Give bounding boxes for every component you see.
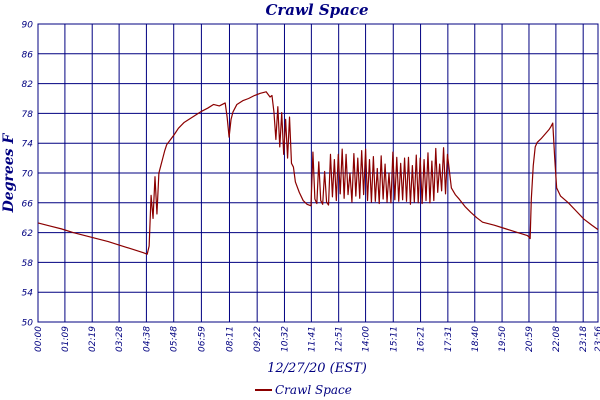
- x-tick-label: 12:51: [335, 326, 345, 352]
- x-tick-label: 02:19: [88, 326, 98, 352]
- legend: Crawl Space: [255, 383, 352, 397]
- x-tick-label: 23:18: [579, 326, 589, 352]
- x-tick-label: 19:50: [498, 326, 508, 352]
- series-layer: [37, 91, 599, 255]
- chart-title: Crawl Space: [265, 1, 368, 19]
- y-tick-label: 78: [22, 110, 34, 120]
- x-tick-label: 15:11: [389, 326, 399, 352]
- y-tick-label: 62: [22, 229, 34, 239]
- y-tick-label: 74: [22, 140, 34, 150]
- y-tick-label: 86: [22, 50, 34, 60]
- x-tick-label: 08:11: [225, 326, 235, 352]
- y-tick-label: 90: [22, 21, 34, 31]
- x-tick-label: 06:59: [197, 326, 207, 352]
- y-tick-label: 54: [22, 289, 34, 299]
- gridlines: [38, 24, 598, 322]
- x-tick-label: 01:09: [61, 326, 71, 352]
- x-tick-label: 23:56: [594, 326, 600, 352]
- x-axis-label: 12/27/20 (EST): [267, 361, 367, 376]
- legend-label: Crawl Space: [275, 383, 352, 397]
- y-axis-label: Degrees F: [1, 133, 17, 214]
- x-tick-label: 00:00: [34, 326, 44, 352]
- y-tick-label: 58: [22, 259, 34, 269]
- x-tick-label: 11:41: [307, 326, 317, 352]
- x-tick-label: 04:38: [142, 326, 152, 352]
- y-tick-label: 82: [22, 80, 34, 90]
- y-tick-label: 70: [22, 170, 34, 180]
- x-tick-label: 20:59: [525, 326, 535, 352]
- x-tick-label: 18:40: [471, 326, 481, 352]
- y-tick-labels: 50 54 58 62 66 70 74 78 82 86 90: [22, 21, 34, 329]
- series-line-1: [37, 91, 599, 255]
- x-tick-label: 05:48: [170, 326, 180, 352]
- x-tick-label: 10:32: [280, 326, 290, 352]
- y-tick-label: 50: [22, 319, 34, 329]
- x-tick-label: 22:08: [552, 326, 562, 352]
- x-tick-label: 14:00: [362, 326, 372, 352]
- x-tick-label: 09:22: [253, 326, 263, 352]
- x-tick-label: 03:28: [115, 326, 125, 352]
- x-tick-label: 16:21: [417, 326, 427, 352]
- x-tick-label: 17:31: [444, 326, 454, 352]
- x-tick-labels: 00:00 01:09 02:19 03:28 04:38 05:48 06:59 08:11…: [34, 326, 600, 352]
- y-tick-label: 66: [22, 199, 34, 209]
